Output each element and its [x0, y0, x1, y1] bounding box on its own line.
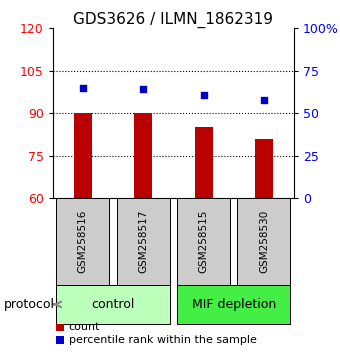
Text: MIF depletion: MIF depletion	[192, 298, 276, 311]
Bar	[194, 127, 212, 198]
Bar	[56, 285, 170, 324]
Title: GDS3626 / ILMN_1862319: GDS3626 / ILMN_1862319	[73, 12, 273, 28]
Bar	[237, 198, 290, 285]
Point	[80, 85, 86, 91]
Bar	[255, 139, 273, 198]
Bar	[74, 113, 92, 198]
Text: control: control	[91, 298, 135, 311]
Point	[261, 97, 267, 103]
Bar	[177, 198, 230, 285]
Bar	[56, 198, 109, 285]
Bar	[117, 198, 170, 285]
Text: GSM258530: GSM258530	[259, 210, 269, 273]
Text: count: count	[69, 322, 100, 332]
Text: GSM258515: GSM258515	[199, 210, 208, 273]
Point	[140, 87, 146, 92]
Text: protocol: protocol	[3, 298, 54, 311]
Text: GSM258516: GSM258516	[78, 210, 88, 273]
Text: GSM258517: GSM258517	[138, 210, 148, 273]
Text: percentile rank within the sample: percentile rank within the sample	[69, 335, 257, 345]
Bar	[134, 113, 152, 198]
Bar	[177, 285, 290, 324]
Point	[201, 92, 206, 97]
